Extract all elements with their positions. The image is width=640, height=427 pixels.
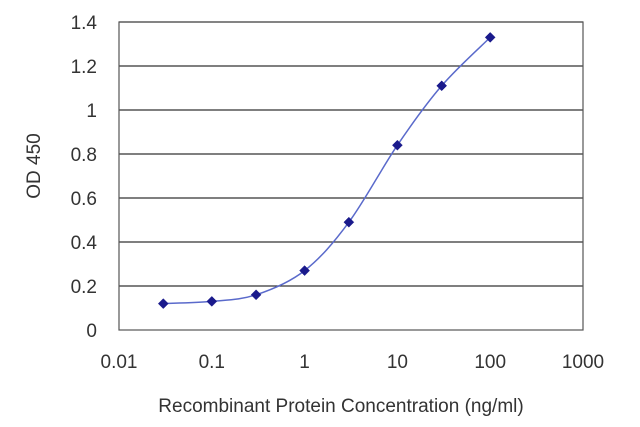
y-tick-label: 0.8 xyxy=(71,145,97,166)
y-tick-label: 1.4 xyxy=(71,13,98,34)
plot-area xyxy=(118,21,584,331)
data-point xyxy=(299,265,310,276)
x-tick-label: 1000 xyxy=(562,352,604,373)
x-tick-label: 100 xyxy=(474,352,506,373)
y-axis-label: OD 450 xyxy=(24,133,45,198)
data-point xyxy=(484,32,496,43)
y-tick-label: 0.2 xyxy=(71,277,97,298)
x-tick-label: 1 xyxy=(299,352,310,373)
y-tick-label: 0.4 xyxy=(71,233,98,254)
data-point xyxy=(250,289,262,301)
y-tick-label: 1.2 xyxy=(71,57,97,78)
data-point xyxy=(436,80,448,92)
x-tick-label: 10 xyxy=(387,352,408,373)
data-point xyxy=(392,139,403,151)
data-point xyxy=(206,296,218,307)
y-tick-label: 0.6 xyxy=(71,189,97,210)
data-points xyxy=(157,32,496,309)
data-point xyxy=(343,216,355,228)
y-tick-label: 0 xyxy=(86,321,97,342)
x-tick-label: 0.1 xyxy=(199,352,225,373)
x-tick-labels: 0.01 0.1 1 10 100 1000 xyxy=(101,352,605,373)
x-tick-label: 0.01 xyxy=(101,352,138,373)
y-tick-label: 1 xyxy=(86,101,97,122)
data-point xyxy=(157,298,169,309)
y-tick-labels: 0 0.2 0.4 0.6 0.8 1 1.2 1.4 xyxy=(71,13,98,342)
x-axis-label: Recombinant Protein Concentration (ng/ml… xyxy=(158,396,523,417)
series-line xyxy=(163,36,491,305)
gridlines xyxy=(119,21,583,287)
